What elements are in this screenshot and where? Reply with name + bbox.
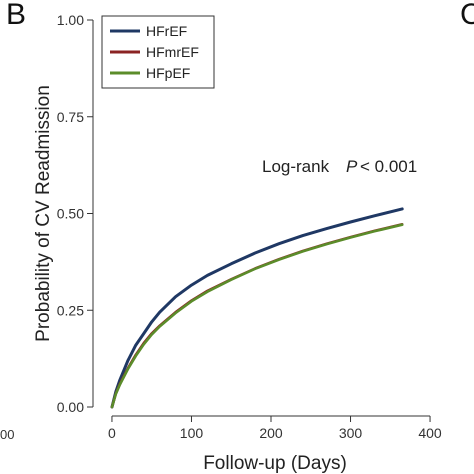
- series-layer: [110, 207, 404, 409]
- legend-label-hfmref: HFmrEF: [146, 44, 199, 60]
- y-tick-label: 0.50: [57, 206, 84, 222]
- series-line-hfref: [110, 207, 404, 409]
- chart-axes: 0.00 0.25 0.50 0.75 1.00 0 100 200 300 400 Follow-…: [33, 12, 442, 474]
- neighbor-panel-tick: 00: [0, 427, 15, 442]
- panel-label-b: B: [6, 0, 27, 31]
- legend-label-hfpef: HFpEF: [146, 65, 190, 81]
- x-tick-label: 200: [259, 425, 283, 441]
- y-tick-label: 0.00: [57, 399, 84, 415]
- annotation-p-value: < 0.001: [360, 157, 417, 176]
- x-tick-label: 100: [180, 425, 204, 441]
- annotation-p-symbol: P: [346, 157, 358, 176]
- annotation-prefix: Log-rank: [262, 157, 330, 176]
- legend-label-hfref: HFrEF: [146, 23, 187, 39]
- y-tick-label: 0.25: [57, 302, 84, 318]
- x-tick-label: 400: [418, 425, 442, 441]
- x-axis-title: Follow-up (Days): [203, 453, 347, 474]
- logrank-annotation: Log-rank P < 0.001: [262, 157, 417, 176]
- chart-legend: HFrEF HFmrEF HFpEF: [101, 15, 215, 89]
- x-tick-label: 0: [108, 425, 116, 441]
- y-axis-title: Probability of CV Readmission: [33, 85, 54, 342]
- series-line-hfpef: [110, 223, 404, 409]
- y-tick-label: 1.00: [57, 12, 84, 28]
- x-tick-label: 300: [339, 425, 363, 441]
- panel-label-c: C: [460, 0, 474, 31]
- y-tick-label: 0.75: [57, 109, 84, 125]
